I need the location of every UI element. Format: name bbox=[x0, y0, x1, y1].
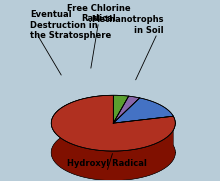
Text: Eventual
Destruction in
the Stratosphere: Eventual Destruction in the Stratosphere bbox=[30, 10, 111, 40]
Text: Free Chlorine
Radical: Free Chlorine Radical bbox=[67, 4, 130, 24]
Text: Hydroxyl Radical: Hydroxyl Radical bbox=[67, 159, 147, 169]
Polygon shape bbox=[113, 96, 140, 123]
Polygon shape bbox=[113, 95, 129, 123]
Polygon shape bbox=[51, 95, 175, 151]
Polygon shape bbox=[51, 95, 175, 180]
Text: Methanotrophs
in Soil: Methanotrophs in Soil bbox=[91, 16, 164, 35]
Polygon shape bbox=[113, 98, 173, 123]
